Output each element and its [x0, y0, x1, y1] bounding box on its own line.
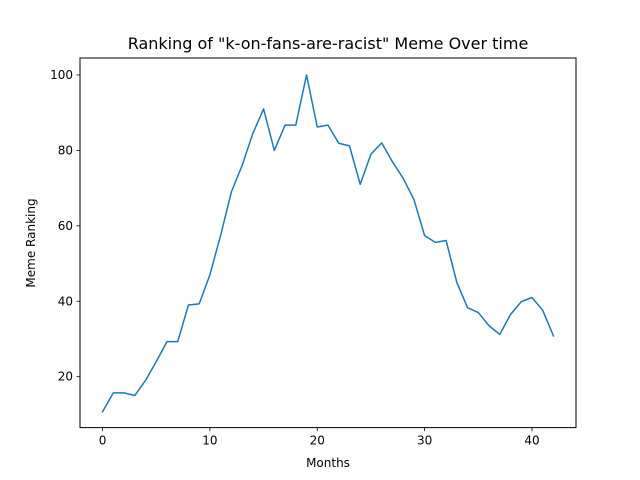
- x-tick-label: 20: [310, 434, 325, 448]
- x-tick-label: 0: [99, 434, 107, 448]
- series-line-0: [101, 74, 555, 413]
- plot-area: [80, 58, 576, 428]
- x-tick-label: 10: [202, 434, 217, 448]
- x-axis-label: Months: [306, 456, 350, 470]
- x-tick-label: 40: [524, 434, 539, 448]
- y-tick-label: 20: [58, 370, 73, 384]
- x-tick-label: 30: [417, 434, 432, 448]
- y-axis-ticks: 20 40 60 80 100: [50, 68, 80, 384]
- y-tick-label: 80: [58, 143, 73, 157]
- y-tick-label: 100: [50, 68, 73, 82]
- series-layer: [101, 74, 555, 413]
- chart-title: Ranking of "k-on-fans-are-racist" Meme O…: [128, 34, 529, 53]
- y-tick-label: 40: [58, 294, 73, 308]
- axes-frame: [79, 57, 577, 429]
- y-tick-label: 60: [58, 219, 73, 233]
- x-axis-ticks: 0 10 20 30 40: [99, 427, 540, 448]
- y-axis-label: Meme Ranking: [24, 198, 38, 287]
